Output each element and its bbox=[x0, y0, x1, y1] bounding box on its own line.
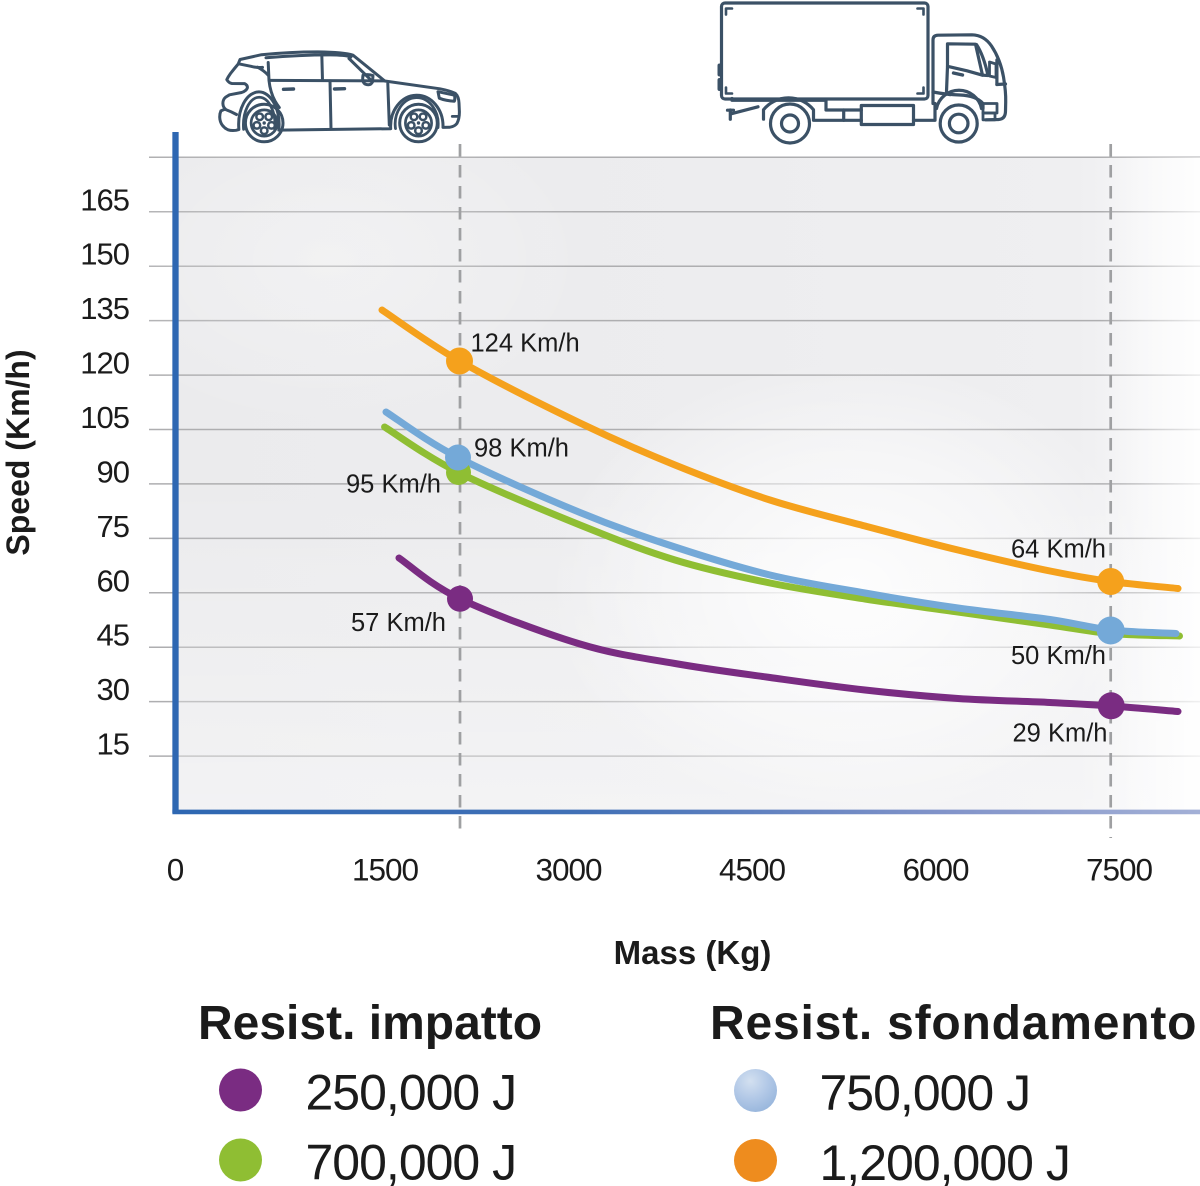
svg-text:60: 60 bbox=[97, 563, 130, 598]
svg-text:6000: 6000 bbox=[902, 852, 969, 888]
svg-text:15: 15 bbox=[97, 727, 129, 762]
svg-text:45: 45 bbox=[97, 618, 129, 653]
svg-text:Resist. sfondamento: Resist. sfondamento bbox=[710, 997, 1197, 1050]
svg-text:95 Km/h: 95 Km/h bbox=[346, 470, 441, 498]
svg-text:4500: 4500 bbox=[719, 852, 786, 888]
svg-text:150: 150 bbox=[80, 237, 129, 272]
svg-text:1500: 1500 bbox=[352, 852, 419, 888]
svg-text:135: 135 bbox=[80, 291, 129, 326]
svg-text:250,000 J: 250,000 J bbox=[306, 1065, 517, 1121]
svg-text:98 Km/h: 98 Km/h bbox=[474, 434, 569, 462]
svg-text:165: 165 bbox=[80, 182, 129, 217]
svg-text:90: 90 bbox=[97, 454, 130, 489]
svg-text:Resist. impatto: Resist. impatto bbox=[198, 997, 542, 1050]
svg-text:124 Km/h: 124 Km/h bbox=[471, 330, 580, 358]
svg-text:50 Km/h: 50 Km/h bbox=[1011, 642, 1106, 670]
svg-text:700,000 J: 700,000 J bbox=[306, 1135, 517, 1186]
svg-text:64 Km/h: 64 Km/h bbox=[1011, 536, 1106, 564]
svg-text:Speed (Km/h): Speed (Km/h) bbox=[0, 349, 36, 555]
svg-text:57 Km/h: 57 Km/h bbox=[351, 609, 446, 637]
svg-text:7500: 7500 bbox=[1086, 852, 1153, 888]
svg-text:1,200,000 J: 1,200,000 J bbox=[820, 1135, 1070, 1186]
svg-text:75: 75 bbox=[97, 509, 129, 544]
svg-text:105: 105 bbox=[80, 400, 129, 435]
svg-text:750,000 J: 750,000 J bbox=[820, 1065, 1031, 1121]
svg-text:30: 30 bbox=[97, 672, 130, 707]
svg-text:120: 120 bbox=[80, 346, 129, 381]
svg-text:29 Km/h: 29 Km/h bbox=[1013, 719, 1108, 747]
svg-text:3000: 3000 bbox=[535, 852, 602, 888]
svg-text:0: 0 bbox=[167, 852, 184, 888]
svg-text:Mass (Kg): Mass (Kg) bbox=[614, 934, 772, 971]
